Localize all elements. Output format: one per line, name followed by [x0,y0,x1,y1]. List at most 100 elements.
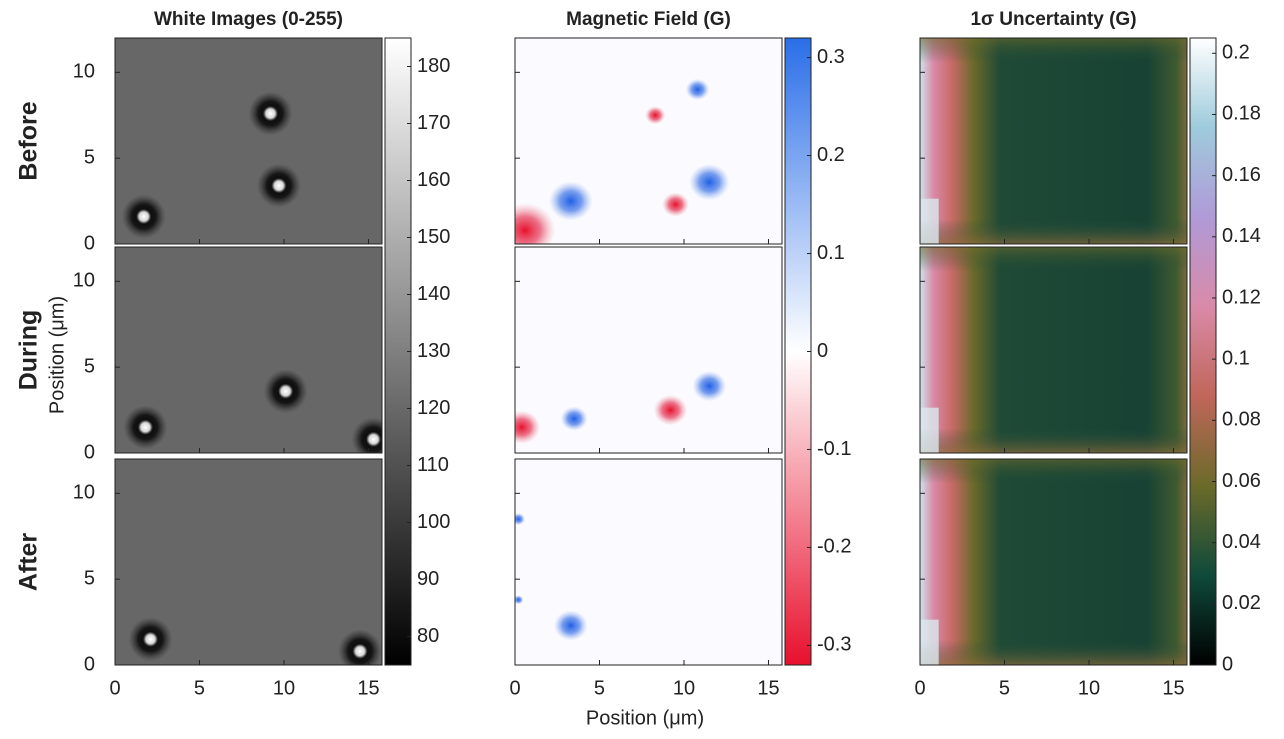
colorbar-tick-label: 0 [817,340,828,362]
heatmap-image [515,247,782,453]
panel-frame [514,37,783,245]
field-blob [662,192,690,217]
colorbar-tick-label: -0.3 [817,634,851,656]
colorbar-tick-label: 0 [1222,653,1233,675]
row-label: Before [15,101,43,180]
field-blob [553,610,588,641]
image-shade [920,459,1187,665]
field-blob [515,202,556,244]
x-tick-label: 0 [914,677,925,699]
panel-frame [514,458,783,666]
heatmap-image [115,459,382,665]
y-tick-label: 10 [73,270,95,292]
panel-title: 1σ Uncertainty (G) [970,9,1136,30]
panel-title: Magnetic Field (G) [566,9,731,30]
image-corner [920,407,939,453]
y-tick-label: 10 [73,61,95,83]
colorbar-tick-label: 0.2 [1222,42,1250,64]
colorbar-tick-label: 0.14 [1222,225,1261,247]
field-blob [515,595,524,605]
field-blob [645,106,666,125]
colorbar-tick-label: 180 [417,55,450,77]
colorbar [784,37,812,666]
particle-core [142,631,159,647]
x-tick-label: 5 [194,677,205,699]
image-background [515,247,782,453]
field-blob [560,406,588,431]
colorbar-tick-label: 0.3 [817,46,845,68]
x-axis-label: Position (μm) [586,707,704,729]
x-tick-label: 0 [109,677,120,699]
particle-core [352,643,368,659]
colorbar-tick-label: 0.02 [1222,592,1261,614]
colorbar-tick-label: 160 [417,169,450,191]
colorbar-tick-label: 80 [417,625,439,647]
x-tick-label: 10 [273,677,295,699]
y-tick-label: 5 [84,567,95,589]
heatmap-image [515,459,782,665]
particle-core [137,419,154,435]
colorbar-tick-label: 110 [417,454,449,476]
row-label: After [15,533,43,592]
y-tick-label: 0 [84,232,95,254]
heatmap-image [920,247,1187,453]
field-blob [515,513,526,526]
image-background [515,459,782,665]
colorbar-tick-label: 90 [417,568,439,590]
colorbar-tick-label: 0.12 [1222,286,1261,308]
y-tick-label: 5 [84,146,95,168]
panel-title: White Images (0-255) [154,9,343,30]
colorbar-tick-label: 170 [417,112,450,134]
x-tick-label: 5 [999,677,1010,699]
field-blob [692,370,727,402]
colorbar-tick-label: 0.04 [1222,531,1261,553]
heatmap-image [115,247,382,453]
colorbar-tick-label: 0.16 [1222,164,1261,186]
colorbar-tick-label: 130 [417,340,450,362]
heatmap-image [515,38,782,244]
colorbar-tick-label: -0.1 [817,438,851,460]
x-tick-label: 15 [357,677,379,699]
x-tick-label: 5 [594,677,605,699]
field-blob [653,394,688,426]
panel-frame [919,458,1188,666]
colorbar-tick-label: 0.1 [817,242,845,264]
colorbar-tick-label: 140 [417,283,450,305]
heatmap-image [920,459,1187,665]
colorbar-tick-label: 0.2 [817,144,845,166]
colorbar [384,37,412,666]
particle-core [136,208,152,225]
colorbar-tick-label: 0.18 [1222,103,1261,125]
x-tick-label: 10 [673,677,695,699]
colorbar [1189,37,1217,666]
image-shade [920,38,1187,244]
y-tick-label: 0 [84,441,95,463]
panel-frame [919,37,1188,245]
colorbar-tick-label: 150 [417,226,450,248]
y-tick-label: 0 [84,653,95,675]
panel-frame [919,246,1188,454]
panel-frame [114,246,383,454]
field-blob [689,163,730,201]
panel-frame [514,246,783,454]
image-corner [920,198,939,244]
colorbar-tick-label: 100 [417,511,450,533]
field-blob [685,78,710,101]
image-corner [920,619,939,665]
particle-core [271,178,287,194]
field-blob [515,410,541,444]
heatmap-image [115,38,382,244]
y-axis-label: Position (μm) [46,296,68,414]
colorbar-tick-label: 0.08 [1222,409,1261,431]
x-tick-label: 0 [509,677,520,699]
x-tick-label: 15 [757,677,779,699]
colorbar-tick-label: 0.06 [1222,470,1261,492]
particle-core [365,431,382,447]
row-label: During [15,310,43,391]
y-tick-label: 5 [84,355,95,377]
colorbar-tick-label: 0.1 [1222,347,1250,369]
panel-frame [114,458,383,666]
x-tick-label: 10 [1078,677,1100,699]
